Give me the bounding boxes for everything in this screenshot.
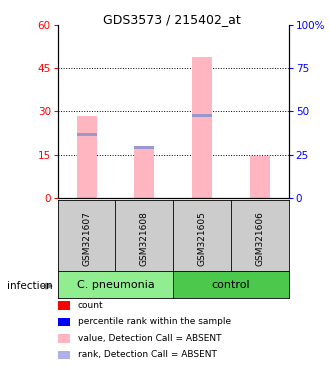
Text: C. pneumonia: C. pneumonia [77,280,154,290]
Bar [250,156,270,198]
Text: count: count [78,301,103,310]
Text: percentile rank within the sample: percentile rank within the sample [78,317,231,326]
Text: control: control [212,280,250,290]
Bar [134,146,154,149]
Bar [77,116,97,198]
Bar [134,149,154,198]
Text: rank, Detection Call = ABSENT: rank, Detection Call = ABSENT [78,350,216,359]
Text: value, Detection Call = ABSENT: value, Detection Call = ABSENT [78,334,221,343]
Bar [77,133,97,136]
Text: GSM321605: GSM321605 [198,211,207,266]
Text: GDS3573 / 215402_at: GDS3573 / 215402_at [103,13,241,26]
Text: infection: infection [7,281,52,291]
Text: GSM321606: GSM321606 [255,211,264,266]
Bar [192,114,212,117]
Bar [192,56,212,198]
Text: GSM321608: GSM321608 [140,211,149,266]
Text: GSM321607: GSM321607 [82,211,91,266]
